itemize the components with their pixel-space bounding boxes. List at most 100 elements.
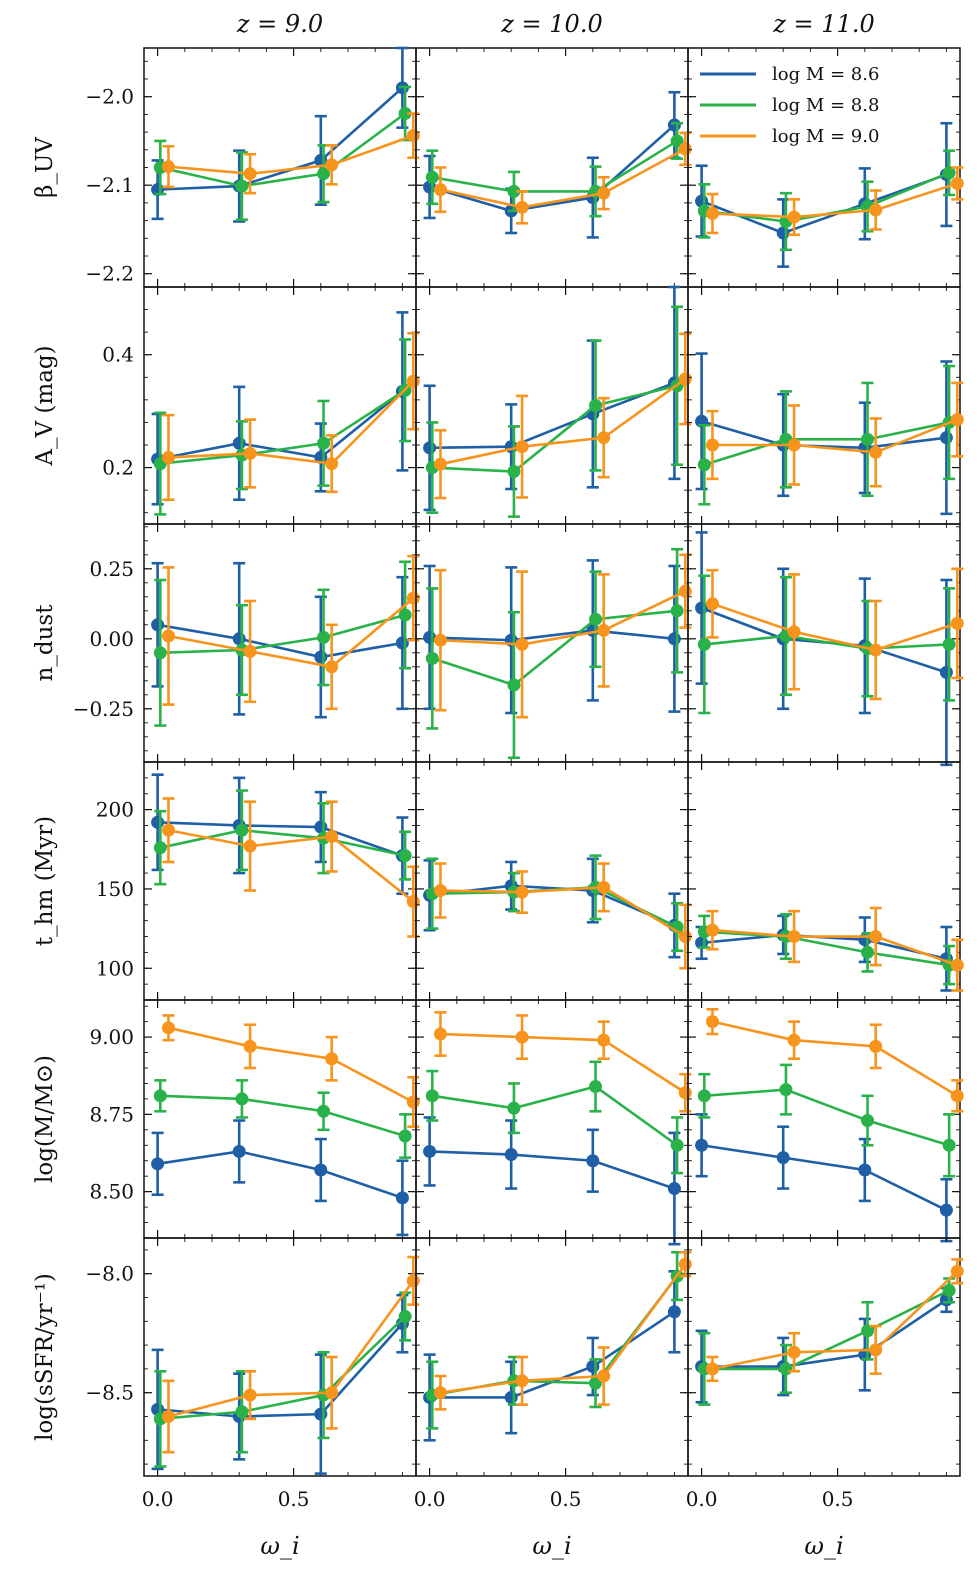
series-line	[440, 377, 687, 466]
data-point	[670, 1138, 684, 1152]
series-line	[440, 1263, 687, 1394]
data-point	[869, 1039, 883, 1053]
series-log-m-8-6	[695, 352, 953, 516]
ytick-label: 0.25	[89, 557, 134, 581]
series-line	[432, 1085, 678, 1147]
data-point	[697, 458, 711, 472]
data-point	[317, 167, 331, 181]
data-point	[395, 1191, 409, 1205]
data-point	[151, 1157, 165, 1171]
data-point	[232, 1144, 246, 1158]
series-line	[429, 124, 676, 213]
ytick-label: −8.5	[85, 1381, 134, 1405]
data-point	[950, 1264, 964, 1278]
data-point	[705, 923, 719, 937]
data-point	[314, 1407, 328, 1421]
series-log-m-8-8	[425, 854, 684, 953]
row-ylabel: log(M/M⊙)	[32, 1055, 58, 1183]
data-point	[423, 630, 437, 644]
xtick-label: 0.5	[550, 1487, 582, 1511]
data-point	[314, 650, 328, 664]
series-log-m-9-0	[161, 1014, 420, 1129]
data-point	[161, 629, 175, 643]
series-log-m-8-8	[697, 149, 956, 252]
series-line	[701, 1298, 948, 1368]
panel-frame	[143, 999, 417, 1239]
data-point	[597, 880, 611, 894]
data-point	[507, 678, 521, 692]
data-point	[858, 1163, 872, 1177]
data-point	[398, 608, 412, 622]
data-point	[695, 1138, 709, 1152]
data-point	[235, 179, 249, 193]
panel-frame	[143, 761, 417, 1001]
data-point	[423, 1144, 437, 1158]
ytick-label: 9.00	[89, 1025, 134, 1049]
data-point	[869, 445, 883, 459]
series-log-m-9-0	[433, 131, 692, 225]
data-point	[243, 839, 257, 853]
series-line	[432, 139, 678, 193]
legend: log M = 8.6 log M = 8.8 log M = 9.0	[700, 64, 879, 147]
data-point	[314, 1163, 328, 1177]
series-line	[157, 1322, 404, 1418]
series-line	[157, 623, 403, 659]
series-line	[168, 380, 415, 465]
panel	[687, 1237, 964, 1477]
series-log-m-8-6	[695, 1286, 953, 1404]
data-point	[787, 930, 801, 944]
data-point	[869, 203, 883, 217]
row-ylabel: t_hm (Myr)	[32, 816, 58, 946]
series-line	[160, 828, 406, 857]
data-point	[942, 1138, 956, 1152]
panel-frame	[415, 761, 689, 1001]
series-line	[429, 1310, 676, 1399]
panel-frame	[415, 523, 689, 763]
ytick-label: 0.00	[89, 627, 134, 651]
data-point	[950, 176, 964, 190]
data-point	[597, 431, 611, 445]
xtick-label: 0.0	[142, 1487, 174, 1511]
data-point	[678, 1086, 692, 1100]
data-point	[515, 637, 529, 651]
series-line	[440, 590, 686, 646]
data-point	[597, 186, 611, 200]
data-point	[667, 1182, 681, 1196]
data-point	[398, 1129, 412, 1143]
data-point	[325, 1052, 339, 1066]
ytick-label: −8.0	[85, 1262, 134, 1286]
xtick-label: 0.5	[278, 1487, 310, 1511]
ytick-label: −2.1	[85, 173, 134, 197]
series-log-m-8-8	[425, 1060, 684, 1175]
data-point	[705, 1362, 719, 1376]
series-log-m-9-0	[433, 1250, 692, 1411]
panel	[143, 1237, 420, 1477]
series-log-m-9-0	[433, 862, 692, 970]
data-point	[504, 1390, 518, 1404]
data-point	[317, 1104, 331, 1118]
series-log-m-8-6	[423, 90, 681, 239]
series-log-m-8-8	[425, 547, 684, 760]
data-point	[425, 170, 439, 184]
series-log-m-8-6	[423, 285, 681, 512]
series-line	[432, 886, 678, 929]
data-point	[597, 1369, 611, 1383]
data-point	[423, 441, 437, 455]
data-point	[151, 618, 165, 632]
data-point	[232, 632, 246, 646]
xtick-label: 0.0	[686, 1487, 718, 1511]
series-line	[440, 886, 686, 938]
data-point	[153, 646, 167, 660]
data-point	[161, 823, 175, 837]
legend-label: log M = 9.0	[772, 126, 879, 147]
series-log-m-9-0	[161, 1255, 420, 1454]
data-point	[433, 183, 447, 197]
data-point	[515, 1374, 529, 1388]
data-point	[317, 630, 331, 644]
series-line	[703, 421, 950, 466]
data-point	[406, 1095, 420, 1109]
series-line	[168, 134, 414, 176]
data-point	[667, 1305, 681, 1319]
data-point	[398, 1310, 412, 1324]
data-point	[861, 432, 875, 446]
